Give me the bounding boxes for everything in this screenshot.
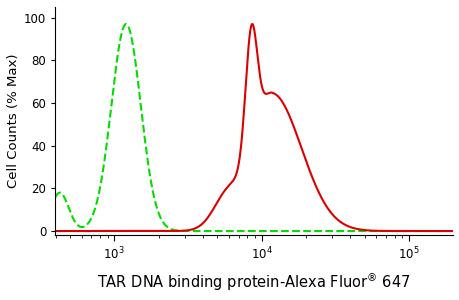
Y-axis label: Cell Counts (% Max): Cell Counts (% Max) xyxy=(7,54,20,188)
X-axis label: TAR DNA binding protein-Alexa Fluor$^{\circledR}$ 647: TAR DNA binding protein-Alexa Fluor$^{\c… xyxy=(97,271,410,293)
